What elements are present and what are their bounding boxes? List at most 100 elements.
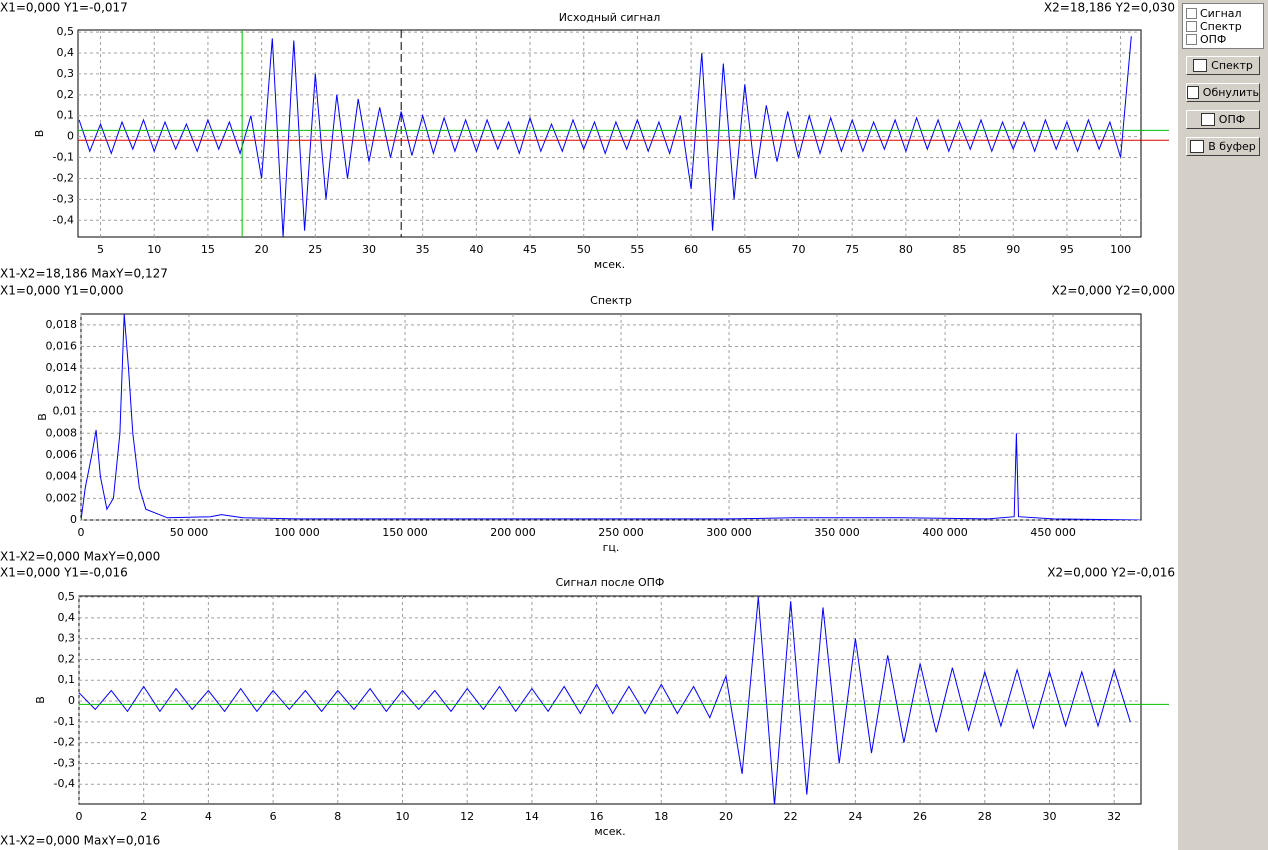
x-tick-label: 200 000 xyxy=(490,526,536,539)
x-tick-label: 50 xyxy=(577,243,591,256)
button[interactable]: ОПФ xyxy=(1186,110,1260,129)
cursor-left: X1=0,000 Y1=-0,017 xyxy=(0,1,128,15)
y-tick-label: -0,4 xyxy=(54,777,75,790)
x-tick-label: 6 xyxy=(270,810,277,823)
y-tick-label: -0,3 xyxy=(54,756,75,769)
button-label: Обнулить xyxy=(1202,86,1259,99)
x-axis-label: мсек. xyxy=(594,825,625,838)
cursor-left: X1=0,000 Y1=-0,016 xyxy=(0,566,128,580)
y-tick-label: 0,012 xyxy=(46,383,78,396)
x-tick-label: 12 xyxy=(460,810,474,823)
button[interactable]: В буфер xyxy=(1186,137,1260,156)
x-tick-label: 20 xyxy=(255,243,269,256)
x-tick-label: 95 xyxy=(1060,243,1074,256)
x-tick-label: 300 000 xyxy=(706,526,752,539)
x-tick-label: 30 xyxy=(1042,810,1056,823)
x-tick-label: 30 xyxy=(362,243,376,256)
signal xyxy=(81,314,1140,520)
x-tick-label: 100 xyxy=(1110,243,1131,256)
x-tick-label: 40 xyxy=(469,243,483,256)
y-tick-label: 0,2 xyxy=(57,88,75,101)
y-tick-label: 0,1 xyxy=(57,109,75,122)
icon xyxy=(1193,59,1208,72)
x-tick-label: 20 xyxy=(719,810,733,823)
y-tick-label: 0,01 xyxy=(53,405,78,418)
x-tick-label: 400 000 xyxy=(922,526,968,539)
x-tick-label: 90 xyxy=(1006,243,1020,256)
y-tick-label: 0,3 xyxy=(57,67,75,80)
cursor-right: X2=0,000 Y2=-0,016 xyxy=(1047,566,1175,580)
x-tick-label: 8 xyxy=(334,810,341,823)
cursor-diff: X1-X2=18,186 MaxY=0,127 xyxy=(0,267,168,281)
button[interactable]: Спектр xyxy=(1186,56,1260,75)
y-tick-label: 0,3 xyxy=(58,632,76,645)
x-tick-label: 5 xyxy=(97,243,104,256)
cursor-diff: X1-X2=0,000 MaxY=0,000 xyxy=(0,550,160,564)
cursor-left: X1=0,000 Y1=0,000 xyxy=(0,284,123,298)
x-tick-label: 0 xyxy=(78,526,85,539)
y-tick-label: 0 xyxy=(67,130,74,143)
x-tick-label: 25 xyxy=(308,243,322,256)
icon xyxy=(1190,140,1205,153)
x-tick-label: 85 xyxy=(953,243,967,256)
x-tick-label: 75 xyxy=(845,243,859,256)
x-tick-label: 4 xyxy=(205,810,212,823)
checkbox-box[interactable] xyxy=(1186,34,1197,45)
x-tick-label: 55 xyxy=(630,243,644,256)
checkbox-box[interactable] xyxy=(1186,8,1197,19)
icon xyxy=(1187,86,1199,99)
y-tick-label: 0,014 xyxy=(46,361,78,374)
x-tick-label: 150 000 xyxy=(382,526,428,539)
y-axis-label: В xyxy=(34,696,47,704)
x-tick-label: 16 xyxy=(590,810,604,823)
plot-area xyxy=(77,29,1142,238)
checkbox[interactable]: ОПФ xyxy=(1186,33,1226,46)
y-tick-label: 0,5 xyxy=(58,590,76,603)
x-tick-label: 100 000 xyxy=(274,526,320,539)
chart-title: Исходный сигнал xyxy=(559,11,661,24)
y-tick-label: 0,018 xyxy=(46,318,78,331)
y-tick-label: -0,3 xyxy=(53,192,74,205)
checkbox-label: Спектр xyxy=(1200,20,1242,33)
cursor-right: X2=0,000 Y2=0,000 xyxy=(1052,284,1175,298)
y-tick-label: 0,4 xyxy=(58,611,76,624)
x-tick-label: 50 000 xyxy=(170,526,209,539)
button[interactable]: Обнулить xyxy=(1186,83,1260,102)
x-axis-label: гц. xyxy=(603,541,620,554)
y-tick-label: 0,1 xyxy=(58,673,76,686)
cursor-right: X2=18,186 Y2=0,030 xyxy=(1044,1,1175,15)
y-tick-label: 0,004 xyxy=(46,470,78,483)
x-tick-label: 250 000 xyxy=(598,526,644,539)
chart-title: Сигнал после ОПФ xyxy=(556,576,665,589)
checkbox-label: Сигнал xyxy=(1200,7,1242,20)
x-tick-label: 35 xyxy=(416,243,430,256)
y-tick-label: 0,002 xyxy=(46,491,78,504)
x-tick-label: 32 xyxy=(1107,810,1121,823)
checkbox[interactable]: Сигнал xyxy=(1186,7,1242,20)
y-tick-label: 0 xyxy=(70,513,77,526)
y-tick-label: -0,4 xyxy=(53,213,74,226)
y-tick-label: 0 xyxy=(68,694,75,707)
y-tick-label: 0,016 xyxy=(46,340,78,353)
signal xyxy=(79,596,1131,804)
y-tick-label: -0,1 xyxy=(54,715,75,728)
plot-area xyxy=(78,595,1142,805)
x-tick-label: 65 xyxy=(738,243,752,256)
signal xyxy=(78,36,1132,237)
plot-area xyxy=(80,313,1142,521)
y-tick-label: 0,006 xyxy=(46,448,78,461)
y-axis-label: В xyxy=(36,413,49,421)
toolbar: Сигнал Спектр ОПФ Спектр Обнулить ОПФ В … xyxy=(1177,0,1268,850)
x-tick-label: 10 xyxy=(147,243,161,256)
x-tick-label: 60 xyxy=(684,243,698,256)
x-tick-label: 0 xyxy=(76,810,83,823)
checkbox-box[interactable] xyxy=(1186,21,1197,32)
x-tick-label: 10 xyxy=(395,810,409,823)
checkbox[interactable]: Спектр xyxy=(1186,20,1242,33)
x-tick-label: 350 000 xyxy=(814,526,860,539)
x-tick-label: 45 xyxy=(523,243,537,256)
x-tick-label: 22 xyxy=(784,810,798,823)
y-tick-label: -0,2 xyxy=(54,736,75,749)
checkbox-label: ОПФ xyxy=(1200,33,1227,46)
x-tick-label: 14 xyxy=(525,810,539,823)
